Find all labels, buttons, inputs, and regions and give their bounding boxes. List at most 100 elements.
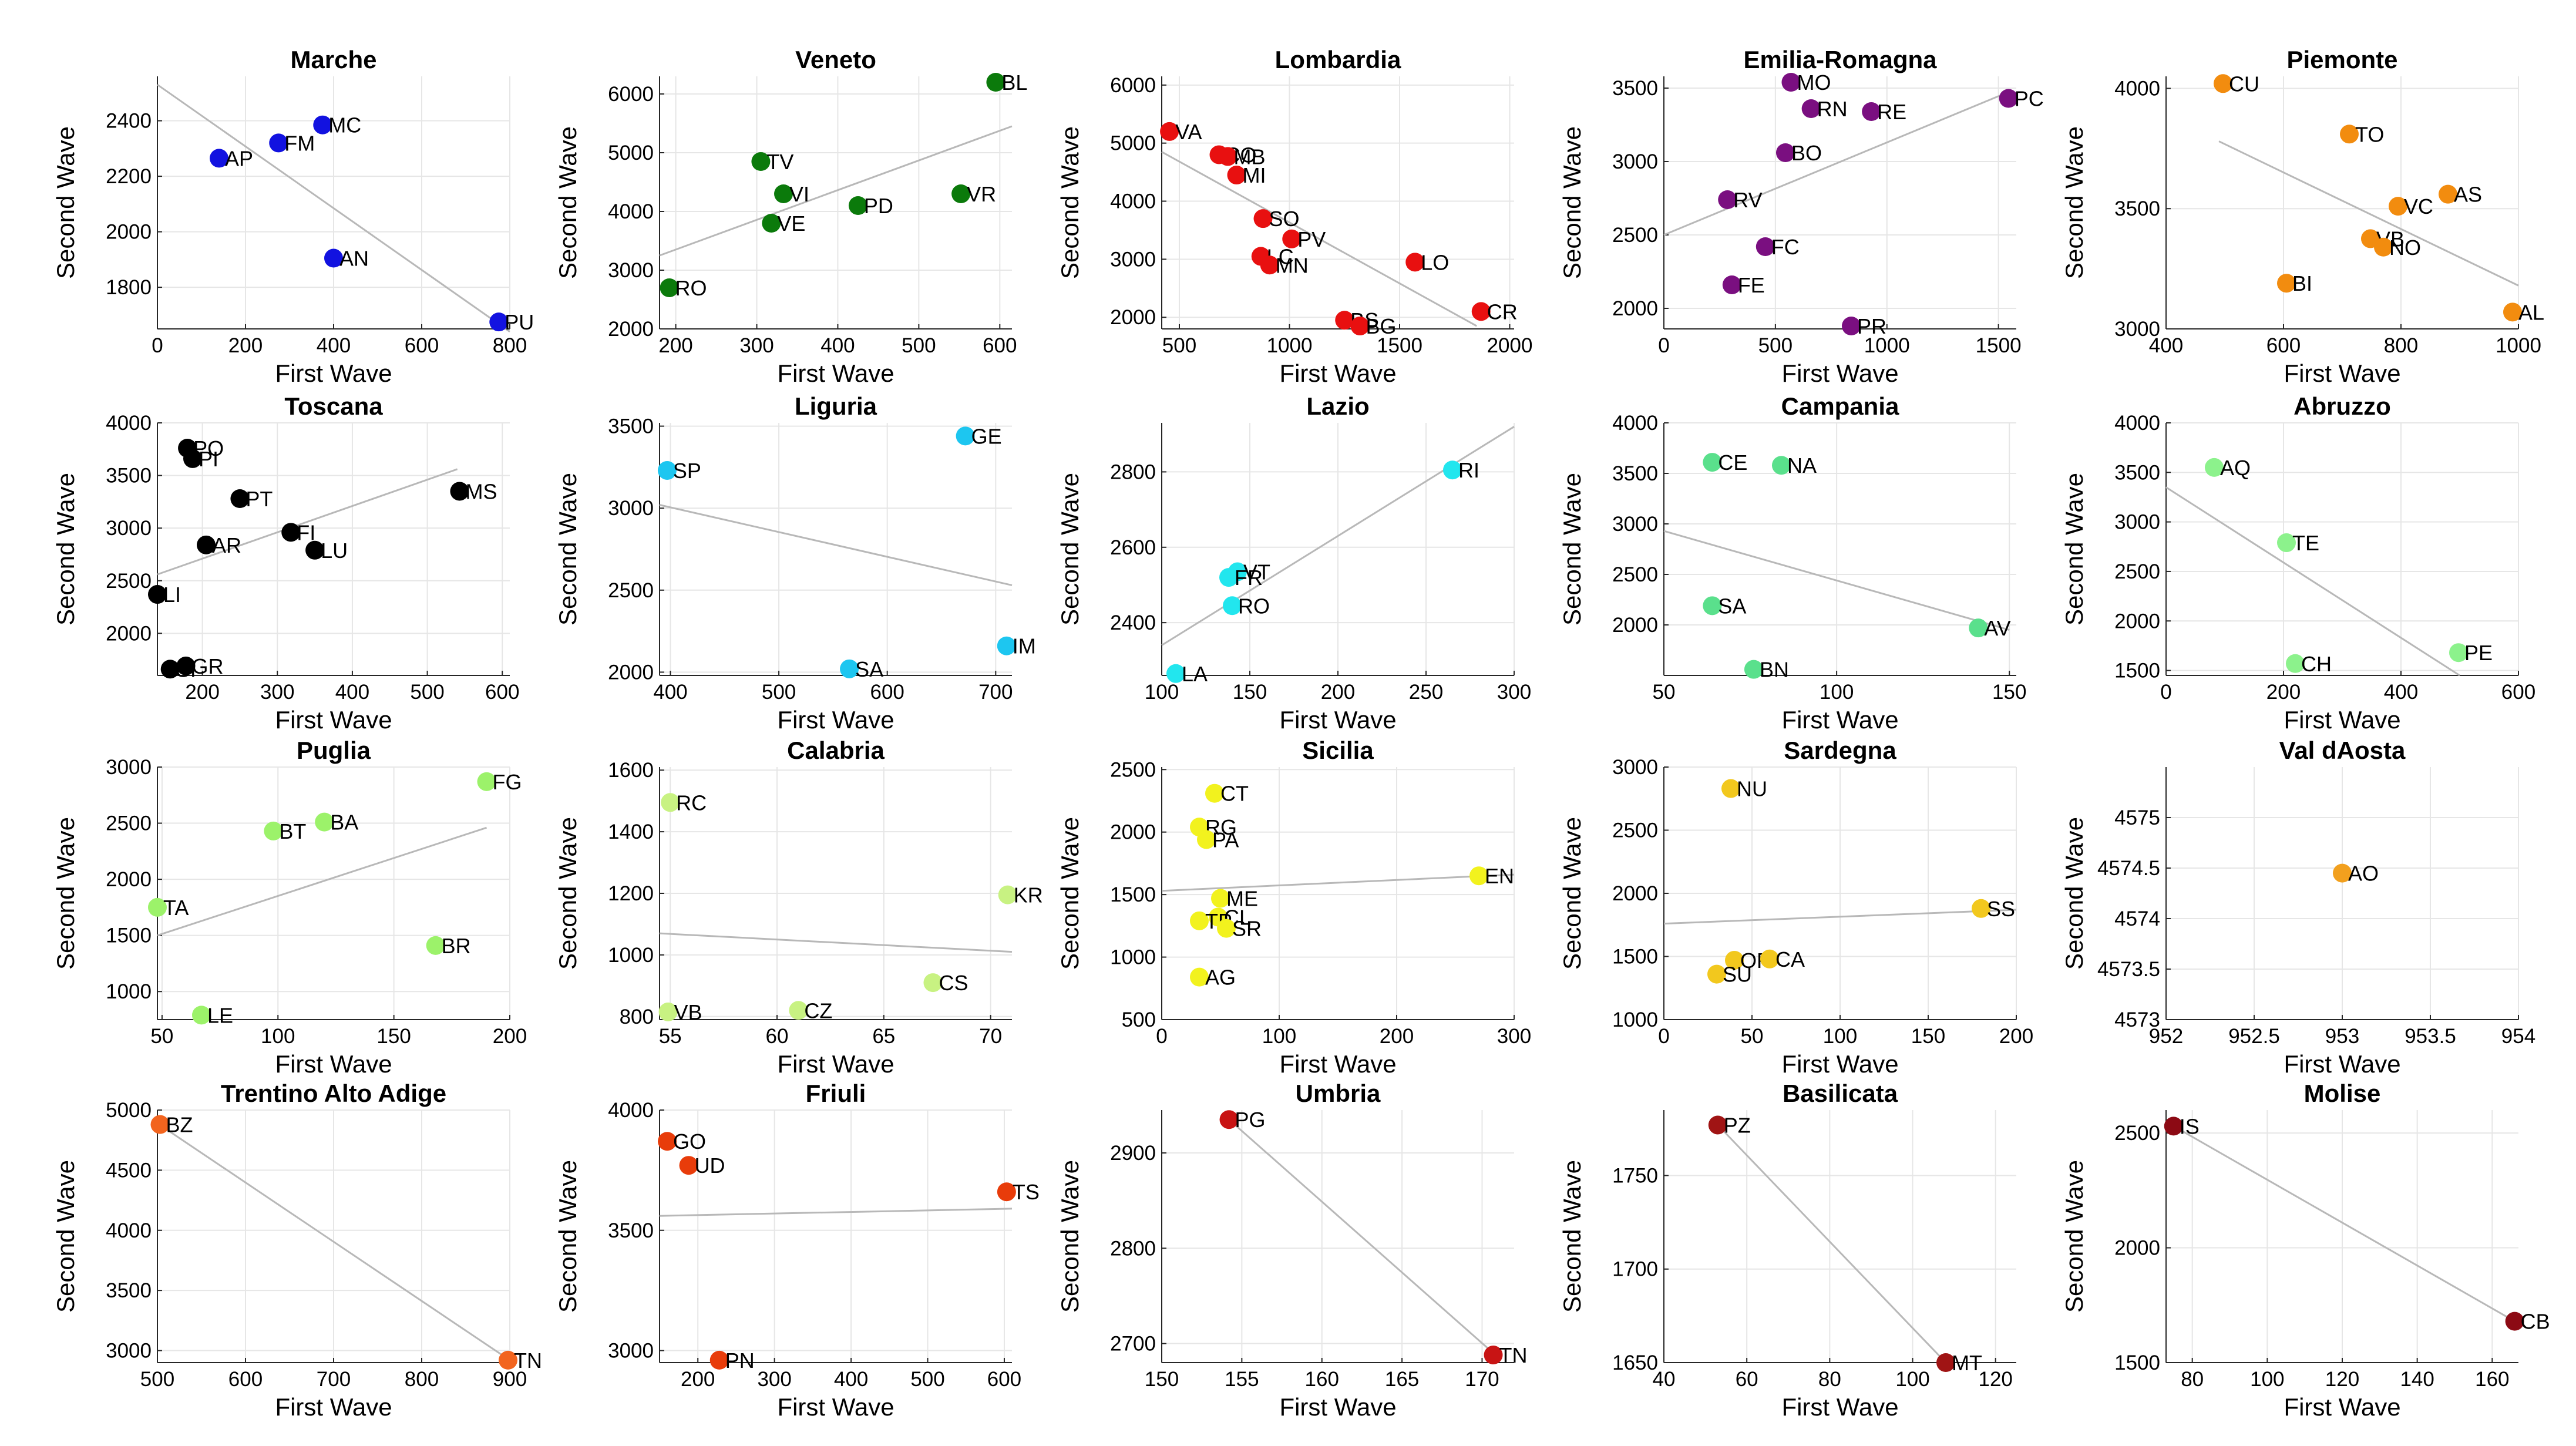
x-tick-label: 900	[493, 1368, 527, 1391]
y-tick-label: 2000	[2114, 1237, 2160, 1260]
y-tick-label: 3000	[1612, 513, 1658, 536]
data-point-tv	[751, 152, 771, 171]
y-tick-label: 3500	[1612, 77, 1658, 100]
y-tick-label: 5000	[1110, 132, 1156, 155]
y-tick-label: 4000	[106, 1219, 152, 1242]
data-point-mo	[1781, 73, 1801, 92]
y-tick-label: 4573	[2114, 1008, 2160, 1031]
point-label: RE	[1877, 100, 1906, 124]
x-tick-label: 120	[2325, 1368, 2359, 1391]
x-tick-label: 952	[2149, 1025, 2183, 1048]
data-point-ct	[1205, 783, 1224, 803]
x-tick-label: 80	[1818, 1368, 1841, 1391]
data-point-sa	[840, 659, 859, 678]
y-tick-label: 2400	[1110, 611, 1156, 634]
point-label: LO	[1421, 250, 1449, 274]
x-tick-label: 1000	[2496, 334, 2541, 357]
data-point-or	[1725, 950, 1744, 970]
x-tick-label: 600	[983, 334, 1017, 357]
y-axis-label: Second Wave	[2060, 473, 2088, 626]
data-point-ao	[2333, 863, 2352, 883]
y-tick-label: 1650	[1612, 1351, 1658, 1374]
data-point-ro	[660, 278, 679, 297]
y-tick-label: 2000	[106, 622, 152, 645]
x-tick-label: 100	[2250, 1368, 2284, 1391]
y-tick-label: 3000	[1612, 756, 1658, 779]
point-label: GE	[971, 424, 1002, 448]
subplot-lombardia: 500 1000 1500 200020003000400050006000VACOM…	[1056, 46, 1532, 387]
x-tick-label: 100	[1262, 1025, 1296, 1048]
trend-line	[1161, 873, 1515, 892]
x-tick-label: 400	[335, 681, 369, 704]
point-label: PN	[725, 1349, 755, 1373]
data-point-lu	[305, 540, 325, 560]
data-point-fg	[477, 772, 496, 791]
data-point-lo	[1405, 253, 1425, 272]
y-tick-label: 4000	[106, 412, 152, 435]
subplot-title: Val dAosta	[2279, 737, 2406, 764]
y-tick-label: 2600	[1110, 536, 1156, 559]
x-axis-label: First Wave	[1781, 706, 1898, 734]
x-tick-label: 55	[659, 1025, 682, 1048]
point-label: BL	[1001, 70, 1027, 95]
data-point-mi	[1227, 166, 1246, 185]
trend-line	[1663, 92, 2008, 236]
x-tick-label: 800	[405, 1368, 439, 1391]
data-point-fe	[1722, 275, 1741, 294]
data-point-fr	[1219, 568, 1238, 587]
x-tick-label: 1000	[1267, 334, 1313, 357]
data-point-na	[1772, 456, 1791, 475]
x-tick-label: 953.5	[2405, 1025, 2456, 1048]
y-tick-label: 1000	[608, 944, 654, 967]
trend-line	[2173, 1125, 2516, 1322]
point-label: GR	[192, 654, 224, 678]
x-tick-label: 600	[485, 681, 519, 704]
y-axis-label: Second Wave	[52, 126, 79, 279]
data-point-so	[1253, 209, 1273, 228]
y-tick-label: 3000	[106, 1340, 152, 1363]
data-point-ss	[1972, 899, 1990, 918]
y-tick-label: 2500	[1612, 819, 1658, 842]
y-tick-label: 2000	[2114, 610, 2160, 633]
x-tick-label: 200	[185, 681, 219, 704]
x-tick-label: 200	[2266, 681, 2301, 704]
point-label: LE	[207, 1003, 233, 1027]
x-tick-label: 100	[261, 1025, 295, 1048]
point-label: PG	[1235, 1108, 1266, 1132]
point-label: PV	[1297, 227, 1326, 251]
subplot-basilicata: 40 60 80 100 120 1650 1700 1750 PZ MT Basilicata Fi…	[1558, 1080, 2016, 1421]
subplot-campania: 50 100 150 2000 2500 3000 3500 4000 CE NA SA AV BN Ca…	[1558, 392, 2026, 734]
point-label: FR	[1235, 566, 1263, 590]
data-point-vc	[2389, 197, 2407, 216]
data-point-sp	[657, 460, 677, 480]
data-point-ce	[1703, 453, 1722, 472]
data-point-mt	[1936, 1353, 1955, 1372]
subplot-title: Sicilia	[1302, 737, 1374, 764]
data-point-la	[1166, 664, 1185, 683]
data-point-im	[997, 636, 1016, 655]
data-point-fi	[281, 523, 301, 542]
x-tick-label: 60	[1736, 1368, 1758, 1391]
point-label: TN	[1499, 1343, 1528, 1367]
x-tick-label: 600	[987, 1368, 1021, 1391]
point-label: VE	[777, 211, 805, 236]
point-label: NU	[1737, 777, 1767, 801]
point-label: NA	[1787, 453, 1817, 477]
y-tick-label: 4000	[608, 1099, 654, 1122]
x-tick-label: 50	[1653, 681, 1676, 704]
x-tick-label: 400	[820, 334, 855, 357]
x-axis-label: First Wave	[777, 359, 894, 387]
point-label: TA	[163, 896, 189, 920]
subplot-puglia: 50 100 150 200 1000 1500 2000 2500 3000 FG BA BT TA B…	[52, 737, 527, 1078]
data-point-rc	[661, 793, 680, 812]
trend-line	[157, 1122, 510, 1361]
x-axis-label: First Wave	[1781, 1050, 1898, 1078]
point-label: VR	[967, 182, 996, 206]
x-tick-label: 1500	[1976, 334, 2022, 357]
subplot-title: Lazio	[1306, 392, 1369, 420]
data-point-pa	[1197, 830, 1216, 849]
x-tick-label: 200	[1999, 1025, 2033, 1048]
x-tick-label: 600	[228, 1368, 263, 1391]
